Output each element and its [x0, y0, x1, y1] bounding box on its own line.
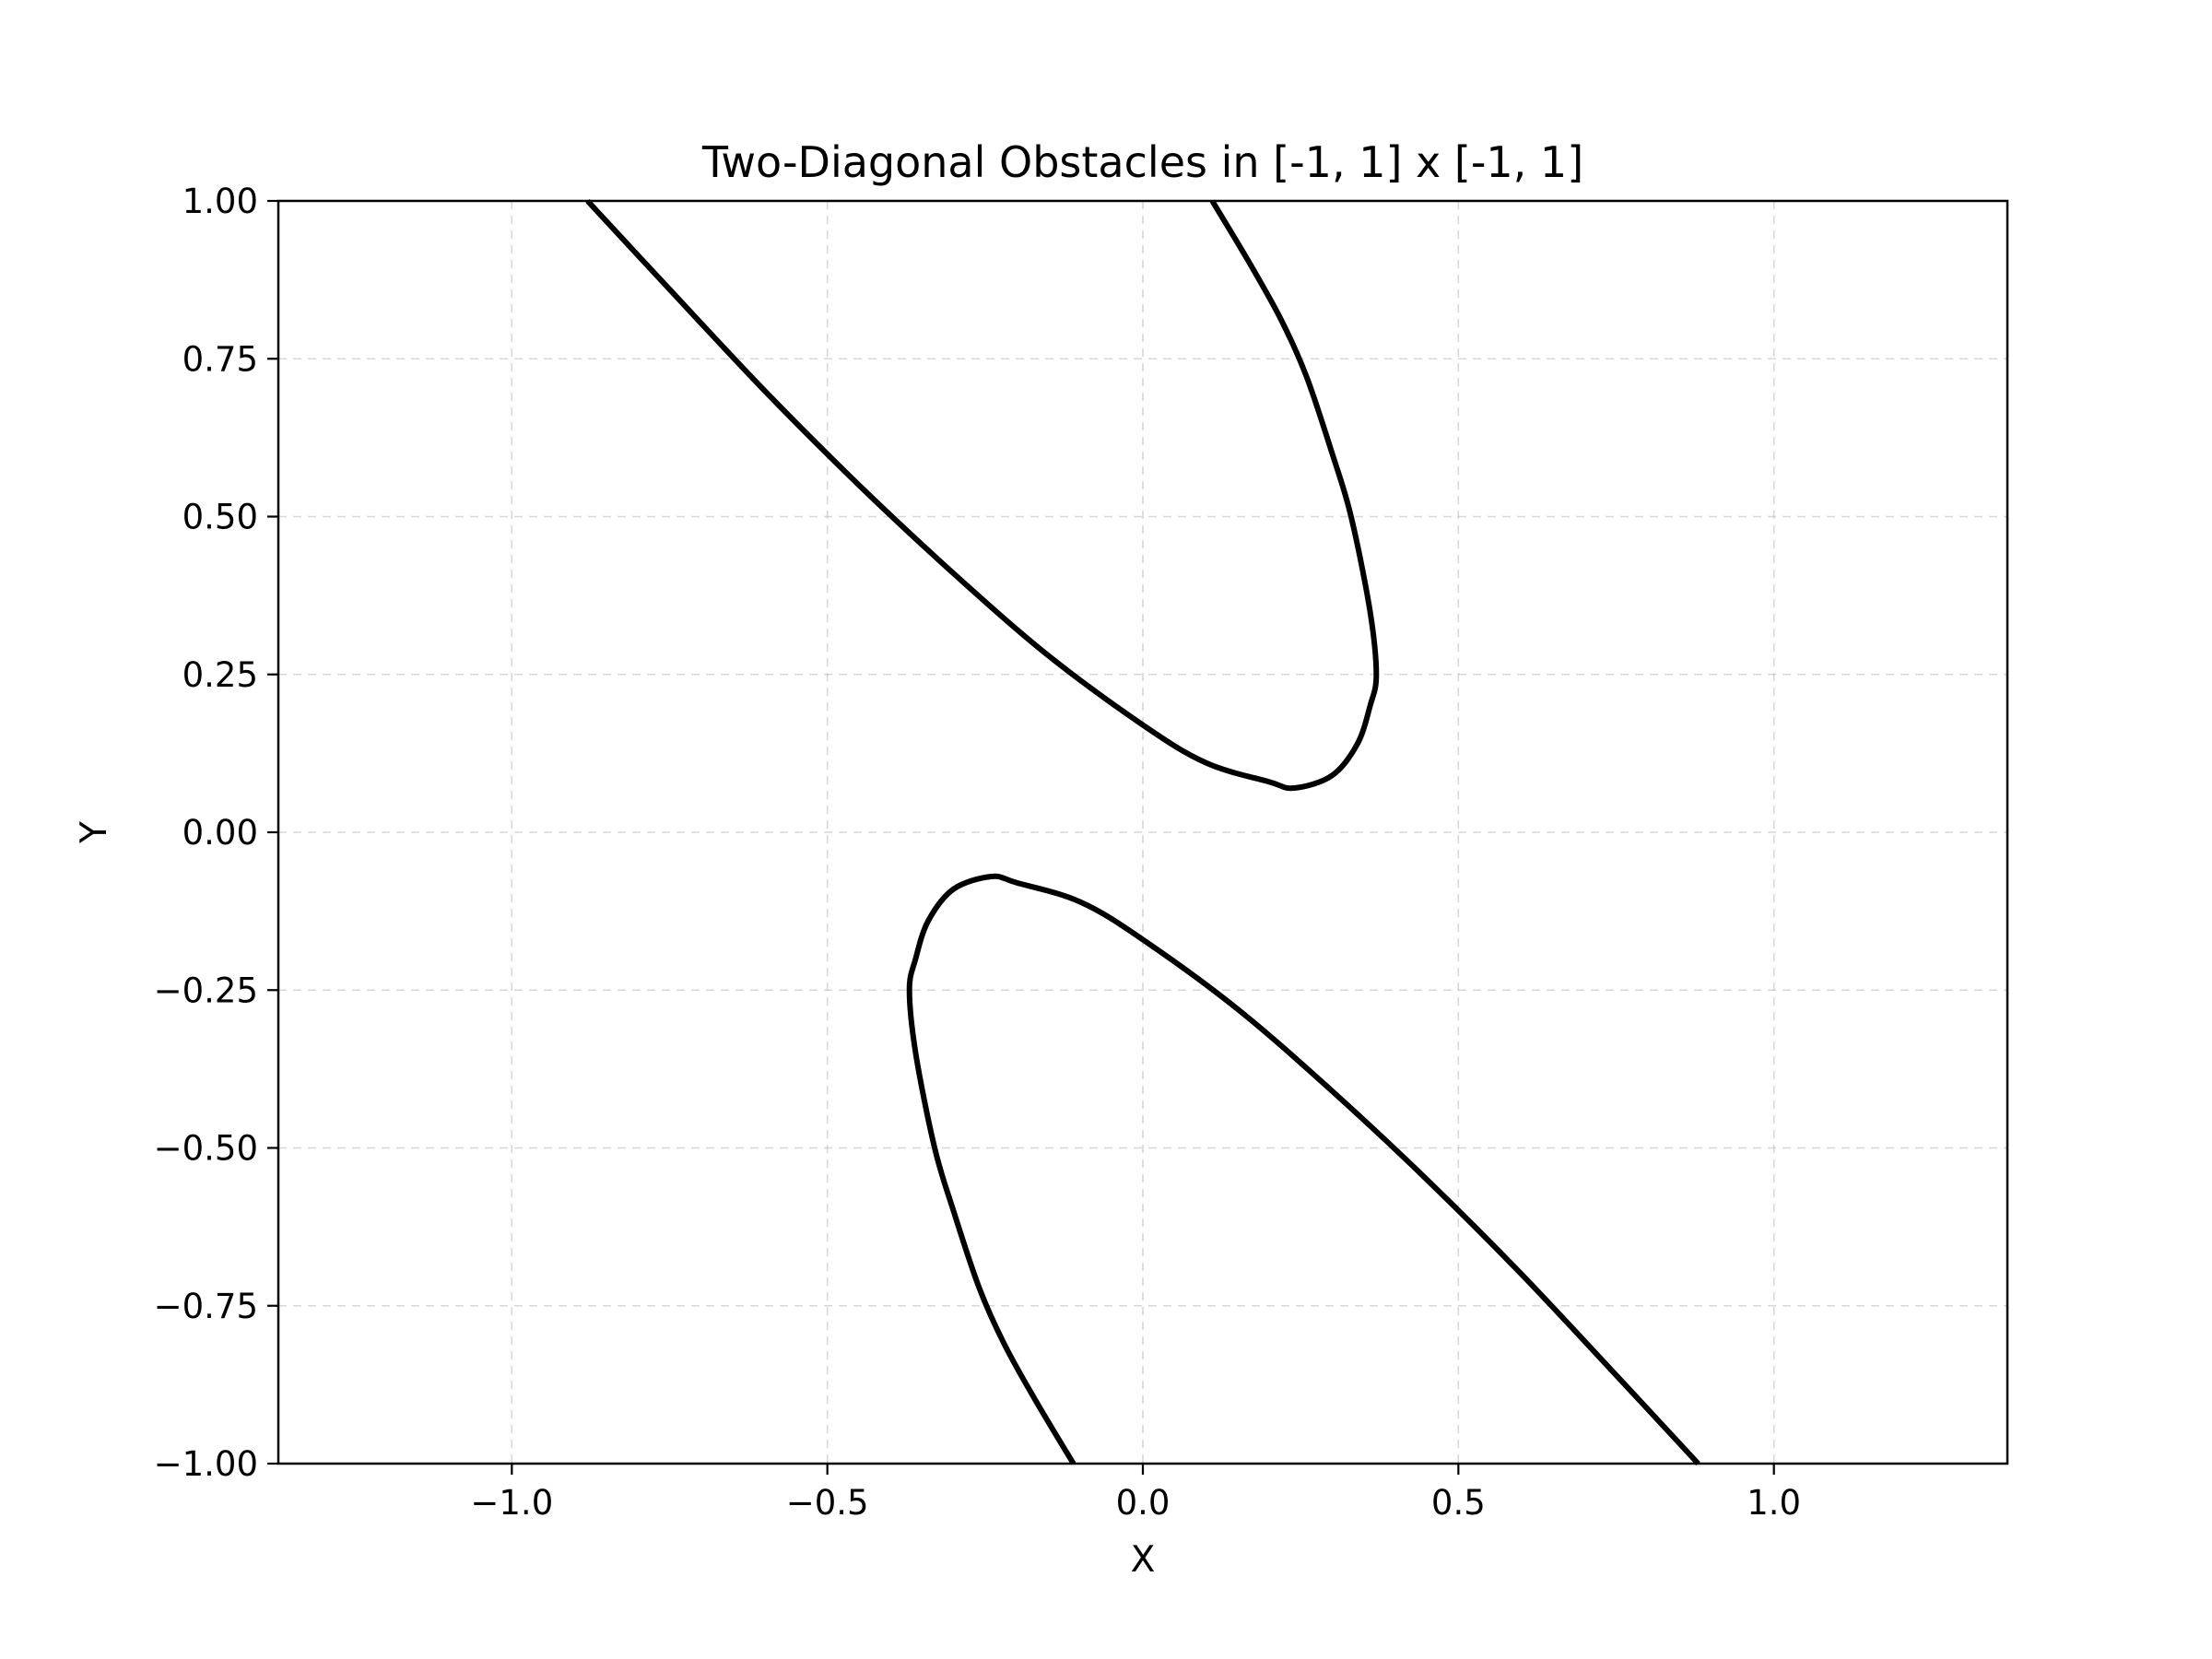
x-tick-label: 1.0: [1747, 1483, 1801, 1523]
x-tick-label: 0.0: [1116, 1483, 1171, 1523]
y-tick-label: 0.25: [182, 655, 258, 695]
y-tick-label: 0.75: [182, 339, 258, 379]
y-tick-label: −0.75: [154, 1287, 258, 1326]
obstacle-curve-1: [585, 198, 1380, 792]
ticks: −1.0 −0.5 0.0 0.5 1.0 1.00 0.75 0.50 0.25 0.00 −0.…: [154, 182, 1801, 1523]
x-tick-label: −0.5: [786, 1483, 869, 1523]
y-tick-label: −0.50: [154, 1129, 258, 1169]
chart-title: Two-Diagonal Obstacles in [-1, 1] x [-1,…: [701, 137, 1583, 187]
y-tick-label: −0.25: [154, 971, 258, 1010]
series-group: [585, 198, 1700, 1466]
y-axis-label: Y: [74, 821, 115, 844]
y-tick-label: 0.50: [182, 498, 258, 537]
x-tick-label: 0.5: [1431, 1483, 1486, 1523]
y-tick-label: 1.00: [182, 182, 258, 221]
y-tick-label: −1.00: [154, 1444, 258, 1484]
x-tick-label: −1.0: [470, 1483, 553, 1523]
x-axis-label: X: [1131, 1539, 1156, 1581]
y-tick-label: 0.00: [182, 813, 258, 853]
obstacle-curve-2: [906, 873, 1700, 1466]
